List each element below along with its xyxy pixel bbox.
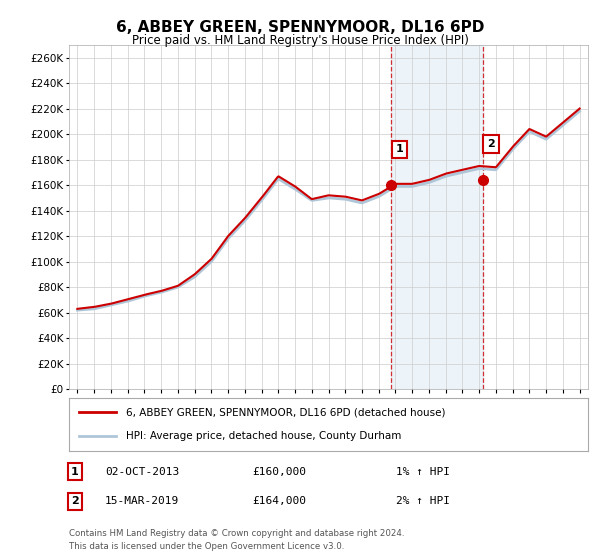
Text: £160,000: £160,000 (252, 466, 306, 477)
Text: 15-MAR-2019: 15-MAR-2019 (105, 496, 179, 506)
Text: Price paid vs. HM Land Registry's House Price Index (HPI): Price paid vs. HM Land Registry's House … (131, 34, 469, 46)
Text: 2: 2 (71, 496, 79, 506)
Text: 02-OCT-2013: 02-OCT-2013 (105, 466, 179, 477)
Text: 6, ABBEY GREEN, SPENNYMOOR, DL16 6PD (detached house): 6, ABBEY GREEN, SPENNYMOOR, DL16 6PD (de… (126, 408, 446, 418)
Text: 2: 2 (487, 139, 495, 150)
Text: Contains HM Land Registry data © Crown copyright and database right 2024.
This d: Contains HM Land Registry data © Crown c… (69, 529, 404, 550)
Text: £164,000: £164,000 (252, 496, 306, 506)
Text: 2% ↑ HPI: 2% ↑ HPI (396, 496, 450, 506)
Text: 6, ABBEY GREEN, SPENNYMOOR, DL16 6PD: 6, ABBEY GREEN, SPENNYMOOR, DL16 6PD (116, 20, 484, 35)
Bar (391, 45, 482, 389)
Text: HPI: Average price, detached house, County Durham: HPI: Average price, detached house, Coun… (126, 431, 401, 441)
Text: 1% ↑ HPI: 1% ↑ HPI (396, 466, 450, 477)
Text: 1: 1 (71, 466, 79, 477)
Text: 1: 1 (396, 144, 404, 155)
